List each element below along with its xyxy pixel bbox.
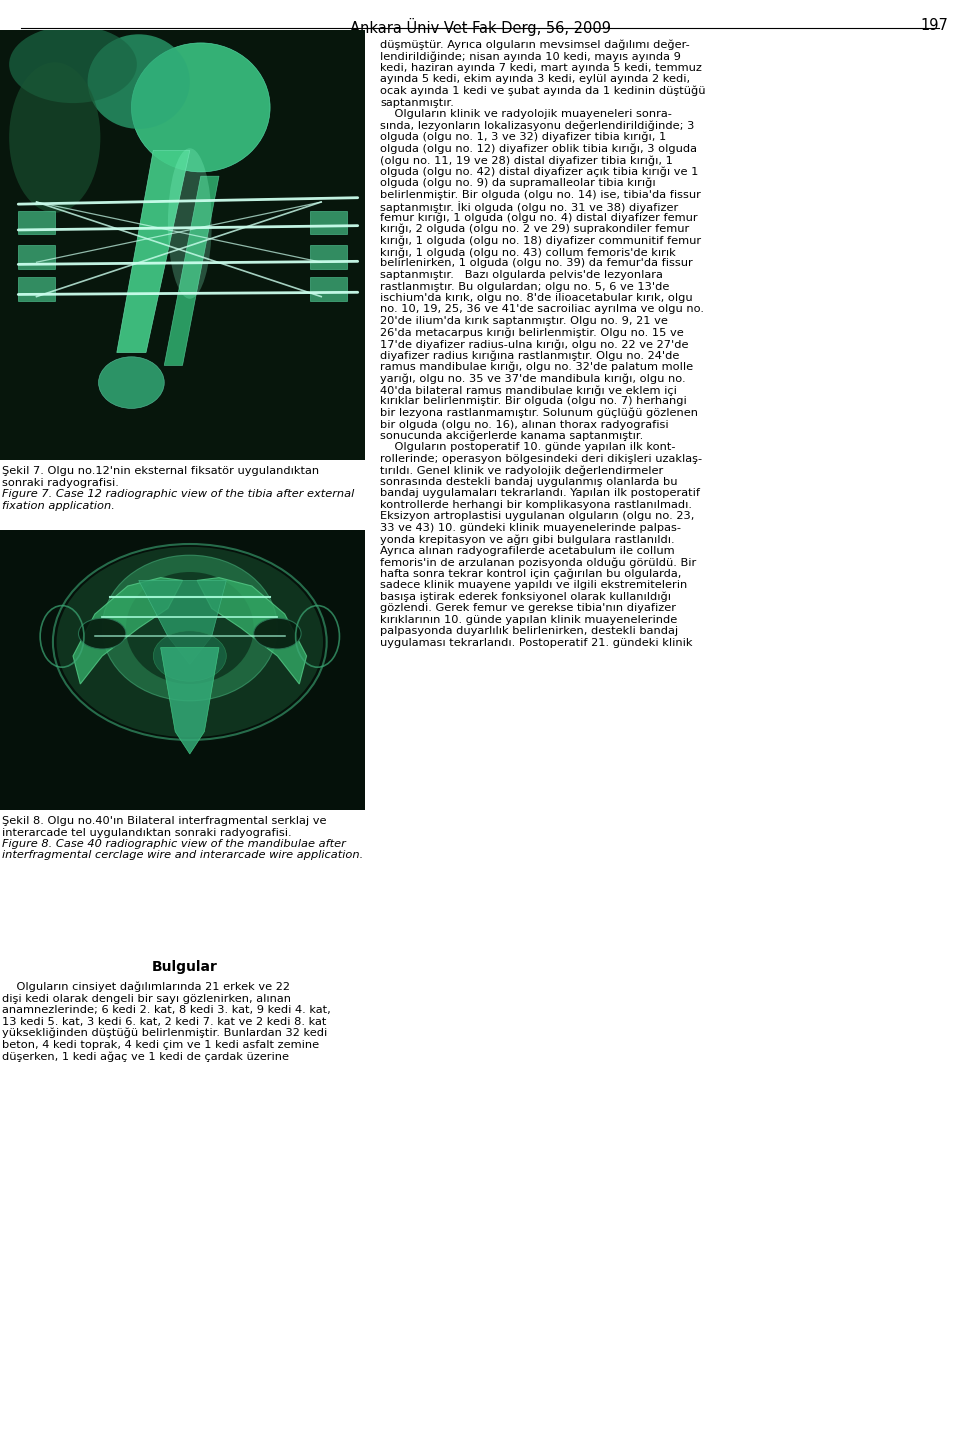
Ellipse shape bbox=[154, 631, 227, 681]
Text: saptanmıştır.   Bazı olgularda pelvis'de lezyonlara: saptanmıştır. Bazı olgularda pelvis'de l… bbox=[380, 270, 662, 280]
Ellipse shape bbox=[87, 35, 190, 129]
Text: 33 ve 43) 10. gündeki klinik muayenelerinde palpas-: 33 ve 43) 10. gündeki klinik muayeneleri… bbox=[380, 522, 681, 533]
Polygon shape bbox=[138, 580, 227, 665]
Text: rollerinde; operasyon bölgesindeki deri dikişleri uzaklaş-: rollerinde; operasyon bölgesindeki deri … bbox=[380, 454, 702, 464]
Ellipse shape bbox=[126, 572, 253, 683]
Text: belirlenmiştir. Bir olguda (olgu no. 14) ise, tibia'da fissur: belirlenmiştir. Bir olguda (olgu no. 14)… bbox=[380, 190, 701, 199]
Text: basışa iştirak ederek fonksiyonel olarak kullanıldığı: basışa iştirak ederek fonksiyonel olarak… bbox=[380, 592, 671, 602]
Ellipse shape bbox=[10, 26, 137, 103]
Text: kırıklar belirlenmiştir. Bir olguda (olgu no. 7) herhangi: kırıklar belirlenmiştir. Bir olguda (olg… bbox=[380, 396, 686, 406]
Ellipse shape bbox=[168, 148, 212, 299]
Text: yüksekliğinden düştüğü belirlenmiştir. Bunlardan 32 kedi: yüksekliğinden düştüğü belirlenmiştir. B… bbox=[2, 1027, 327, 1039]
Text: Figure 8. Case 40 radiographic view of the mandibulae after: Figure 8. Case 40 radiographic view of t… bbox=[2, 839, 346, 849]
Text: olguda (olgu no. 9) da supramalleolar tibia kırığı: olguda (olgu no. 9) da supramalleolar ti… bbox=[380, 178, 656, 189]
Text: (olgu no. 11, 19 ve 28) distal diyafizer tibia kırığı, 1: (olgu no. 11, 19 ve 28) distal diyafizer… bbox=[380, 155, 673, 165]
Text: beton, 4 kedi toprak, 4 kedi çim ve 1 kedi asfalt zemine: beton, 4 kedi toprak, 4 kedi çim ve 1 ke… bbox=[2, 1039, 319, 1049]
Text: Ayrıca alınan radyografilerde acetabulum ile collum: Ayrıca alınan radyografilerde acetabulum… bbox=[380, 546, 675, 556]
Text: lendirildiğinde; nisan ayında 10 kedi, mayıs ayında 9: lendirildiğinde; nisan ayında 10 kedi, m… bbox=[380, 51, 681, 62]
Text: interarcade tel uygulandıktan sonraki radyografisi.: interarcade tel uygulandıktan sonraki ra… bbox=[2, 827, 292, 837]
Bar bbox=[18, 245, 55, 268]
Text: Şekil 7. Olgu no.12'nin eksternal fiksatör uygulandıktan: Şekil 7. Olgu no.12'nin eksternal fiksat… bbox=[2, 466, 319, 476]
Text: fixation application.: fixation application. bbox=[2, 501, 115, 511]
Ellipse shape bbox=[10, 62, 101, 213]
Text: 17'de diyafizer radius-ulna kırığı, olgu no. 22 ve 27'de: 17'de diyafizer radius-ulna kırığı, olgu… bbox=[380, 340, 688, 350]
Text: ocak ayında 1 kedi ve şubat ayında da 1 kedinin düştüğü: ocak ayında 1 kedi ve şubat ayında da 1 … bbox=[380, 86, 706, 97]
Polygon shape bbox=[73, 577, 182, 683]
Text: rastlanmıştır. Bu olgulardan; olgu no. 5, 6 ve 13'de: rastlanmıştır. Bu olgulardan; olgu no. 5… bbox=[380, 281, 669, 292]
Text: sında, lezyonların lokalizasyonu değerlendirildiğinde; 3: sında, lezyonların lokalizasyonu değerle… bbox=[380, 120, 694, 131]
Text: yonda krepitasyon ve ağrı gibi bulgulara rastlanıldı.: yonda krepitasyon ve ağrı gibi bulgulara… bbox=[380, 534, 675, 546]
Text: diyafizer radius kırığına rastlanmıştır. Olgu no. 24'de: diyafizer radius kırığına rastlanmıştır.… bbox=[380, 351, 680, 361]
Text: bir lezyona rastlanmamıştır. Solunum güçlüğü gözlenen: bir lezyona rastlanmamıştır. Solunum güç… bbox=[380, 408, 698, 418]
Bar bbox=[310, 245, 347, 268]
Polygon shape bbox=[164, 176, 219, 366]
Text: kırığı, 1 olguda (olgu no. 18) diyafizer communitif femur: kırığı, 1 olguda (olgu no. 18) diyafizer… bbox=[380, 235, 701, 247]
Bar bbox=[310, 277, 347, 300]
Text: femoris'in de arzulanan pozisyonda olduğu görüldü. Bir: femoris'in de arzulanan pozisyonda olduğ… bbox=[380, 557, 696, 567]
Text: Eksizyon artroplastisi uygulanan olguların (olgu no. 23,: Eksizyon artroplastisi uygulanan olgular… bbox=[380, 512, 694, 521]
Text: kontrollerde herhangi bir komplikasyona rastlanılmadı.: kontrollerde herhangi bir komplikasyona … bbox=[380, 501, 692, 509]
Text: olguda (olgu no. 12) diyafizer oblik tibia kırığı, 3 olguda: olguda (olgu no. 12) diyafizer oblik tib… bbox=[380, 144, 697, 154]
Text: 26'da metacarpus kırığı belirlenmiştir. Olgu no. 15 ve: 26'da metacarpus kırığı belirlenmiştir. … bbox=[380, 328, 684, 338]
Text: uygulaması tekrarlandı. Postoperatif 21. gündeki klinik: uygulaması tekrarlandı. Postoperatif 21.… bbox=[380, 638, 692, 649]
Text: Şekil 8. Olgu no.40'ın Bilateral interfragmental serklaj ve: Şekil 8. Olgu no.40'ın Bilateral interfr… bbox=[2, 815, 326, 826]
Ellipse shape bbox=[253, 618, 301, 649]
Text: saptanmıştır.: saptanmıştır. bbox=[380, 97, 454, 107]
Text: kırığı, 1 olguda (olgu no. 43) collum femoris'de kırık: kırığı, 1 olguda (olgu no. 43) collum fe… bbox=[380, 247, 676, 257]
Text: hafta sonra tekrar kontrol için çağırılan bu olgularda,: hafta sonra tekrar kontrol için çağırıla… bbox=[380, 569, 682, 579]
Text: femur kırığı, 1 olguda (olgu no. 4) distal diyafizer femur: femur kırığı, 1 olguda (olgu no. 4) dist… bbox=[380, 212, 698, 223]
Text: 20'de ilium'da kırık saptanmıştır. Olgu no. 9, 21 ve: 20'de ilium'da kırık saptanmıştır. Olgu … bbox=[380, 316, 668, 326]
Bar bbox=[18, 210, 55, 234]
Text: 40'da bilateral ramus mandibulae kırığı ve eklem içi: 40'da bilateral ramus mandibulae kırığı … bbox=[380, 385, 677, 396]
Text: gözlendi. Gerek femur ve gerekse tibia'nın diyafizer: gözlendi. Gerek femur ve gerekse tibia'n… bbox=[380, 604, 676, 614]
Text: belirlenirken, 1 olguda (olgu no. 39) da femur'da fissur: belirlenirken, 1 olguda (olgu no. 39) da… bbox=[380, 258, 693, 268]
Text: kedi, haziran ayında 7 kedi, mart ayında 5 kedi, temmuz: kedi, haziran ayında 7 kedi, mart ayında… bbox=[380, 62, 702, 73]
Text: ayında 5 kedi, ekim ayında 3 kedi, eylül ayında 2 kedi,: ayında 5 kedi, ekim ayında 3 kedi, eylül… bbox=[380, 74, 690, 84]
Text: no. 10, 19, 25, 36 ve 41'de sacroiliac ayrılma ve olgu no.: no. 10, 19, 25, 36 ve 41'de sacroiliac a… bbox=[380, 305, 704, 315]
Text: olguda (olgu no. 1, 3 ve 32) diyafizer tibia kırığı, 1: olguda (olgu no. 1, 3 ve 32) diyafizer t… bbox=[380, 132, 666, 142]
Bar bbox=[310, 210, 347, 234]
Ellipse shape bbox=[79, 618, 126, 649]
Ellipse shape bbox=[99, 357, 164, 408]
Text: interfragmental cerclage wire and interarcade wire application.: interfragmental cerclage wire and intera… bbox=[2, 850, 363, 860]
Text: bandaj uygulamaları tekrarlandı. Yapılan ilk postoperatif: bandaj uygulamaları tekrarlandı. Yapılan… bbox=[380, 489, 700, 499]
Polygon shape bbox=[160, 647, 219, 755]
Text: ischium'da kırık, olgu no. 8'de ilioacetabular kırık, olgu: ischium'da kırık, olgu no. 8'de ilioacet… bbox=[380, 293, 692, 303]
Text: olguda (olgu no. 42) distal diyafizer açık tibia kırığı ve 1: olguda (olgu no. 42) distal diyafizer aç… bbox=[380, 167, 698, 177]
Text: düşerken, 1 kedi ağaç ve 1 kedi de çardak üzerine: düşerken, 1 kedi ağaç ve 1 kedi de çarda… bbox=[2, 1051, 289, 1062]
Text: sonraki radyografisi.: sonraki radyografisi. bbox=[2, 477, 119, 488]
Text: Olguların klinik ve radyolojik muayeneleri sonra-: Olguların klinik ve radyolojik muayenele… bbox=[380, 109, 672, 119]
Text: dişi kedi olarak dengeli bir sayı gözlenirken, alınan: dişi kedi olarak dengeli bir sayı gözlen… bbox=[2, 994, 291, 1004]
Bar bbox=[18, 277, 55, 300]
Text: Ankara Üniv Vet Fak Derg, 56, 2009: Ankara Üniv Vet Fak Derg, 56, 2009 bbox=[349, 17, 611, 36]
Text: ramus mandibulae kırığı, olgu no. 32'de palatum molle: ramus mandibulae kırığı, olgu no. 32'de … bbox=[380, 361, 693, 373]
Text: 197: 197 bbox=[921, 17, 948, 33]
Text: düşmüştür. Ayrıca olguların mevsimsel dağılımı değer-: düşmüştür. Ayrıca olguların mevsimsel da… bbox=[380, 41, 689, 51]
Text: 13 kedi 5. kat, 3 kedi 6. kat, 2 kedi 7. kat ve 2 kedi 8. kat: 13 kedi 5. kat, 3 kedi 6. kat, 2 kedi 7.… bbox=[2, 1017, 326, 1026]
Text: sonucunda akciğerlerde kanama saptanmıştır.: sonucunda akciğerlerde kanama saptanmışt… bbox=[380, 431, 643, 441]
Text: anamnezlerinde; 6 kedi 2. kat, 8 kedi 3. kat, 9 kedi 4. kat,: anamnezlerinde; 6 kedi 2. kat, 8 kedi 3.… bbox=[2, 1006, 331, 1016]
Text: saptanmıştır. İki olguda (olgu no. 31 ve 38) diyafizer: saptanmıştır. İki olguda (olgu no. 31 ve… bbox=[380, 202, 679, 213]
Text: kırığı, 2 olguda (olgu no. 2 ve 29) suprakondiler femur: kırığı, 2 olguda (olgu no. 2 ve 29) supr… bbox=[380, 223, 689, 235]
Text: Bulgular: Bulgular bbox=[152, 961, 218, 974]
Ellipse shape bbox=[57, 547, 323, 737]
Ellipse shape bbox=[102, 556, 277, 701]
Text: Figure 7. Case 12 radiographic view of the tibia after external: Figure 7. Case 12 radiographic view of t… bbox=[2, 489, 354, 499]
Text: sonrasında destekli bandaj uygulanmış olanlarda bu: sonrasında destekli bandaj uygulanmış ol… bbox=[380, 477, 678, 488]
Text: tırıldı. Genel klinik ve radyolojik değerlendirmeler: tırıldı. Genel klinik ve radyolojik değe… bbox=[380, 466, 663, 476]
Text: kırıklarının 10. günde yapılan klinik muayenelerinde: kırıklarının 10. günde yapılan klinik mu… bbox=[380, 615, 677, 625]
Text: bir olguda (olgu no. 16), alınan thorax radyografisi: bir olguda (olgu no. 16), alınan thorax … bbox=[380, 419, 668, 429]
Text: palpasyonda duyarlılık belirlenirken, destekli bandaj: palpasyonda duyarlılık belirlenirken, de… bbox=[380, 627, 678, 637]
Text: Olguların cinsiyet dağılımlarında 21 erkek ve 22: Olguların cinsiyet dağılımlarında 21 erk… bbox=[2, 982, 290, 992]
Polygon shape bbox=[117, 151, 190, 353]
Polygon shape bbox=[197, 577, 306, 683]
Text: yarığı, olgu no. 35 ve 37'de mandibula kırığı, olgu no.: yarığı, olgu no. 35 ve 37'de mandibula k… bbox=[380, 373, 685, 385]
Text: sadece klinik muayene yapıldı ve ilgili ekstremitelerin: sadece klinik muayene yapıldı ve ilgili … bbox=[380, 580, 687, 591]
Text: Olguların postoperatif 10. günde yapılan ilk kont-: Olguların postoperatif 10. günde yapılan… bbox=[380, 443, 676, 453]
Ellipse shape bbox=[132, 44, 270, 171]
